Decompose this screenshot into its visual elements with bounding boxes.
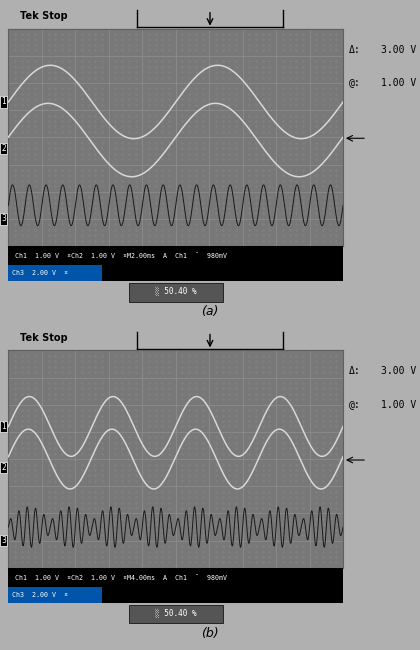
Text: (a): (a) [201, 305, 219, 318]
Text: (b): (b) [201, 627, 219, 640]
Text: Tek Stop: Tek Stop [21, 12, 68, 21]
Text: @:: @: [349, 78, 360, 88]
Text: Tek Stop: Tek Stop [21, 333, 68, 343]
Text: Ch1  1.00 V  ¤Ch2  1.00 V  ¤M4.00ms  A  Ch1  ¯  980mV: Ch1 1.00 V ¤Ch2 1.00 V ¤M4.00ms A Ch1 ¯ … [15, 575, 227, 580]
Text: Ch3  2.00 V  ¤: Ch3 2.00 V ¤ [12, 592, 68, 598]
Bar [8, 265, 102, 281]
Text: 1: 1 [1, 98, 6, 107]
Text: 1: 1 [1, 422, 6, 431]
Text: 1.00 V: 1.00 V [381, 78, 416, 88]
Text: 3.00 V: 3.00 V [381, 45, 416, 55]
Text: @:: @: [349, 400, 360, 410]
Bar [129, 283, 223, 302]
Text: 2: 2 [1, 463, 6, 472]
Text: Ch3  2.00 V  ¤: Ch3 2.00 V ¤ [12, 270, 68, 276]
Text: 2: 2 [1, 144, 6, 153]
Text: 1.00 V: 1.00 V [381, 400, 416, 410]
Text: 3: 3 [1, 214, 6, 224]
Text: 3: 3 [1, 536, 6, 545]
Text: 3.00 V: 3.00 V [381, 367, 416, 376]
Text: ░ 50.40 %: ░ 50.40 % [155, 287, 197, 296]
Text: Ch1  1.00 V  ¤Ch2  1.00 V  ¤M2.00ms  A  Ch1  ¯  980mV: Ch1 1.00 V ¤Ch2 1.00 V ¤M2.00ms A Ch1 ¯ … [15, 253, 227, 259]
Text: Δ:: Δ: [349, 367, 360, 376]
Bar [129, 604, 223, 623]
Bar [8, 587, 102, 603]
Text: Δ:: Δ: [349, 45, 360, 55]
Text: ░ 50.40 %: ░ 50.40 % [155, 609, 197, 618]
